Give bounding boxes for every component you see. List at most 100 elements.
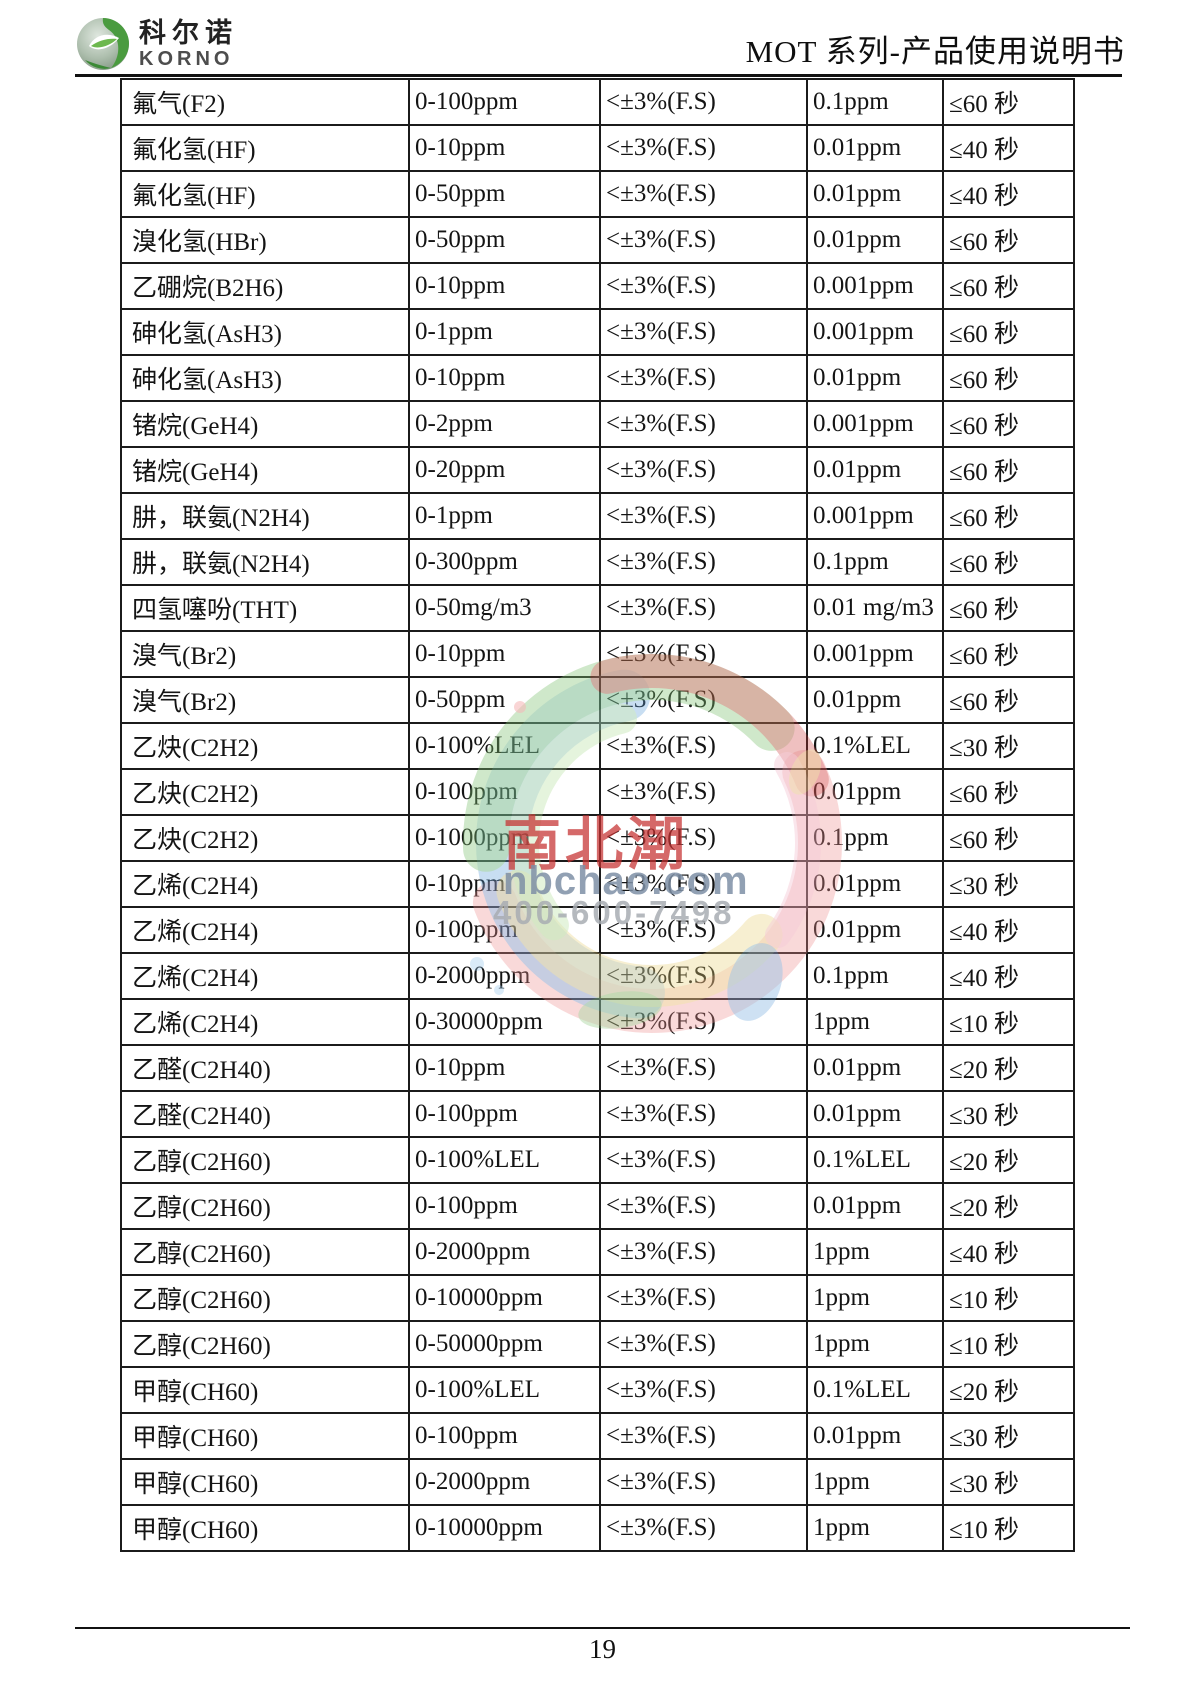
cell-accuracy: <±3%(F.S): [599, 308, 808, 356]
cell-range: 0-10ppm: [408, 860, 601, 908]
cell-accuracy: <±3%(F.S): [599, 906, 808, 954]
table-row: 氟化氢(HF) 0-50ppm <±3%(F.S) 0.01ppm ≤40 秒: [120, 170, 1075, 218]
cell-gas_name: 乙炔(C2H2): [120, 814, 410, 862]
cell-accuracy: <±3%(F.S): [599, 446, 808, 494]
cell-response_time: ≤60 秒: [942, 308, 1075, 356]
cell-response_time: ≤10 秒: [942, 1274, 1075, 1322]
cell-range: 0-10ppm: [408, 1044, 601, 1092]
cell-accuracy: <±3%(F.S): [599, 1044, 808, 1092]
table-row: 乙烯(C2H4) 0-2000ppm <±3%(F.S) 0.1ppm ≤40 秒: [120, 952, 1075, 1000]
cell-accuracy: <±3%(F.S): [599, 814, 808, 862]
cell-response_time: ≤60 秒: [942, 630, 1075, 678]
cell-range: 0-100ppm: [408, 1182, 601, 1230]
cell-accuracy: <±3%(F.S): [599, 1458, 808, 1506]
cell-accuracy: <±3%(F.S): [599, 1136, 808, 1184]
table-row: 溴化氢(HBr) 0-50ppm <±3%(F.S) 0.01ppm ≤60 秒: [120, 216, 1075, 264]
cell-resolution: 0.01ppm: [806, 676, 944, 724]
cell-range: 0-2ppm: [408, 400, 601, 448]
cell-range: 0-100%LEL: [408, 722, 601, 770]
cell-range: 0-10000ppm: [408, 1504, 601, 1552]
cell-range: 0-30000ppm: [408, 998, 601, 1046]
cell-range: 0-50000ppm: [408, 1320, 601, 1368]
cell-accuracy: <±3%(F.S): [599, 584, 808, 632]
cell-gas_name: 锗烷(GeH4): [120, 400, 410, 448]
cell-gas_name: 氟化氢(HF): [120, 170, 410, 218]
cell-gas_name: 溴气(Br2): [120, 630, 410, 678]
cell-resolution: 0.01ppm: [806, 906, 944, 954]
cell-resolution: 0.01ppm: [806, 1412, 944, 1460]
table-row: 乙醇(C2H60) 0-10000ppm <±3%(F.S) 1ppm ≤10 秒: [120, 1274, 1075, 1322]
brand-name-en: KORNO: [139, 47, 234, 70]
brand-name-cn: 科尔诺: [139, 17, 238, 48]
cell-range: 0-50ppm: [408, 216, 601, 264]
cell-response_time: ≤40 秒: [942, 906, 1075, 954]
cell-accuracy: <±3%(F.S): [599, 676, 808, 724]
table-row: 乙醇(C2H60) 0-50000ppm <±3%(F.S) 1ppm ≤10 秒: [120, 1320, 1075, 1368]
footer-divider: [75, 1627, 1130, 1629]
cell-response_time: ≤40 秒: [942, 952, 1075, 1000]
cell-range: 0-10ppm: [408, 630, 601, 678]
cell-range: 0-1ppm: [408, 308, 601, 356]
cell-response_time: ≤60 秒: [942, 354, 1075, 402]
cell-response_time: ≤20 秒: [942, 1044, 1075, 1092]
table-row: 乙醇(C2H60) 0-2000ppm <±3%(F.S) 1ppm ≤40 秒: [120, 1228, 1075, 1276]
cell-resolution: 1ppm: [806, 1228, 944, 1276]
cell-gas_name: 乙烯(C2H4): [120, 860, 410, 908]
table-row: 乙炔(C2H2) 0-1000ppm <±3%(F.S) 0.1ppm ≤60 秒: [120, 814, 1075, 862]
cell-range: 0-50mg/m3: [408, 584, 601, 632]
cell-resolution: 1ppm: [806, 1458, 944, 1506]
cell-gas_name: 甲醇(CH60): [120, 1366, 410, 1414]
cell-resolution: 0.1ppm: [806, 78, 944, 126]
table-row: 锗烷(GeH4) 0-2ppm <±3%(F.S) 0.001ppm ≤60 秒: [120, 400, 1075, 448]
table-row: 乙烯(C2H4) 0-30000ppm <±3%(F.S) 1ppm ≤10 秒: [120, 998, 1075, 1046]
cell-resolution: 0.1%LEL: [806, 1366, 944, 1414]
table-row: 乙烯(C2H4) 0-10ppm <±3%(F.S) 0.01ppm ≤30 秒: [120, 860, 1075, 908]
cell-response_time: ≤20 秒: [942, 1366, 1075, 1414]
cell-gas_name: 甲醇(CH60): [120, 1412, 410, 1460]
cell-resolution: 0.01ppm: [806, 354, 944, 402]
cell-range: 0-2000ppm: [408, 952, 601, 1000]
table-row: 肼，联氨(N2H4) 0-1ppm <±3%(F.S) 0.001ppm ≤60 秒: [120, 492, 1075, 540]
table-row: 乙炔(C2H2) 0-100ppm <±3%(F.S) 0.01ppm ≤60 秒: [120, 768, 1075, 816]
cell-gas_name: 肼，联氨(N2H4): [120, 492, 410, 540]
cell-resolution: 0.01ppm: [806, 1044, 944, 1092]
cell-accuracy: <±3%(F.S): [599, 400, 808, 448]
cell-gas_name: 甲醇(CH60): [120, 1504, 410, 1552]
table-row: 甲醇(CH60) 0-10000ppm <±3%(F.S) 1ppm ≤10 秒: [120, 1504, 1075, 1552]
cell-accuracy: <±3%(F.S): [599, 1182, 808, 1230]
cell-range: 0-1000ppm: [408, 814, 601, 862]
table-row: 四氢噻吩(THT) 0-50mg/m3 <±3%(F.S) 0.01 mg/m3 ≤60…: [120, 584, 1075, 632]
cell-gas_name: 溴化氢(HBr): [120, 216, 410, 264]
cell-accuracy: <±3%(F.S): [599, 768, 808, 816]
cell-range: 0-100ppm: [408, 768, 601, 816]
cell-gas_name: 乙炔(C2H2): [120, 768, 410, 816]
cell-gas_name: 乙醛(C2H40): [120, 1090, 410, 1138]
cell-gas_name: 乙醇(C2H60): [120, 1228, 410, 1276]
cell-response_time: ≤40 秒: [942, 124, 1075, 172]
cell-resolution: 0.01ppm: [806, 170, 944, 218]
table-row: 乙硼烷(B2H6) 0-10ppm <±3%(F.S) 0.001ppm ≤60 秒: [120, 262, 1075, 310]
cell-gas_name: 砷化氢(AsH3): [120, 354, 410, 402]
table-row: 甲醇(CH60) 0-2000ppm <±3%(F.S) 1ppm ≤30 秒: [120, 1458, 1075, 1506]
table-row: 乙烯(C2H4) 0-100ppm <±3%(F.S) 0.01ppm ≤40 秒: [120, 906, 1075, 954]
table-row: 乙醛(C2H40) 0-10ppm <±3%(F.S) 0.01ppm ≤20 秒: [120, 1044, 1075, 1092]
gas-spec-table: 氟气(F2) 0-100ppm <±3%(F.S) 0.1ppm ≤60 秒氟化氢(HF…: [120, 78, 1075, 1552]
cell-gas_name: 砷化氢(AsH3): [120, 308, 410, 356]
cell-accuracy: <±3%(F.S): [599, 538, 808, 586]
cell-response_time: ≤30 秒: [942, 1090, 1075, 1138]
cell-resolution: 0.001ppm: [806, 492, 944, 540]
cell-resolution: 1ppm: [806, 1320, 944, 1368]
cell-response_time: ≤60 秒: [942, 538, 1075, 586]
cell-gas_name: 乙烯(C2H4): [120, 998, 410, 1046]
cell-accuracy: <±3%(F.S): [599, 952, 808, 1000]
cell-gas_name: 乙醇(C2H60): [120, 1136, 410, 1184]
cell-resolution: 0.01ppm: [806, 860, 944, 908]
cell-gas_name: 氟气(F2): [120, 78, 410, 126]
cell-response_time: ≤40 秒: [942, 170, 1075, 218]
table-row: 溴气(Br2) 0-50ppm <±3%(F.S) 0.01ppm ≤60 秒: [120, 676, 1075, 724]
cell-resolution: 0.01ppm: [806, 1182, 944, 1230]
cell-accuracy: <±3%(F.S): [599, 1412, 808, 1460]
cell-accuracy: <±3%(F.S): [599, 1366, 808, 1414]
cell-response_time: ≤60 秒: [942, 492, 1075, 540]
table-row: 氟化氢(HF) 0-10ppm <±3%(F.S) 0.01ppm ≤40 秒: [120, 124, 1075, 172]
